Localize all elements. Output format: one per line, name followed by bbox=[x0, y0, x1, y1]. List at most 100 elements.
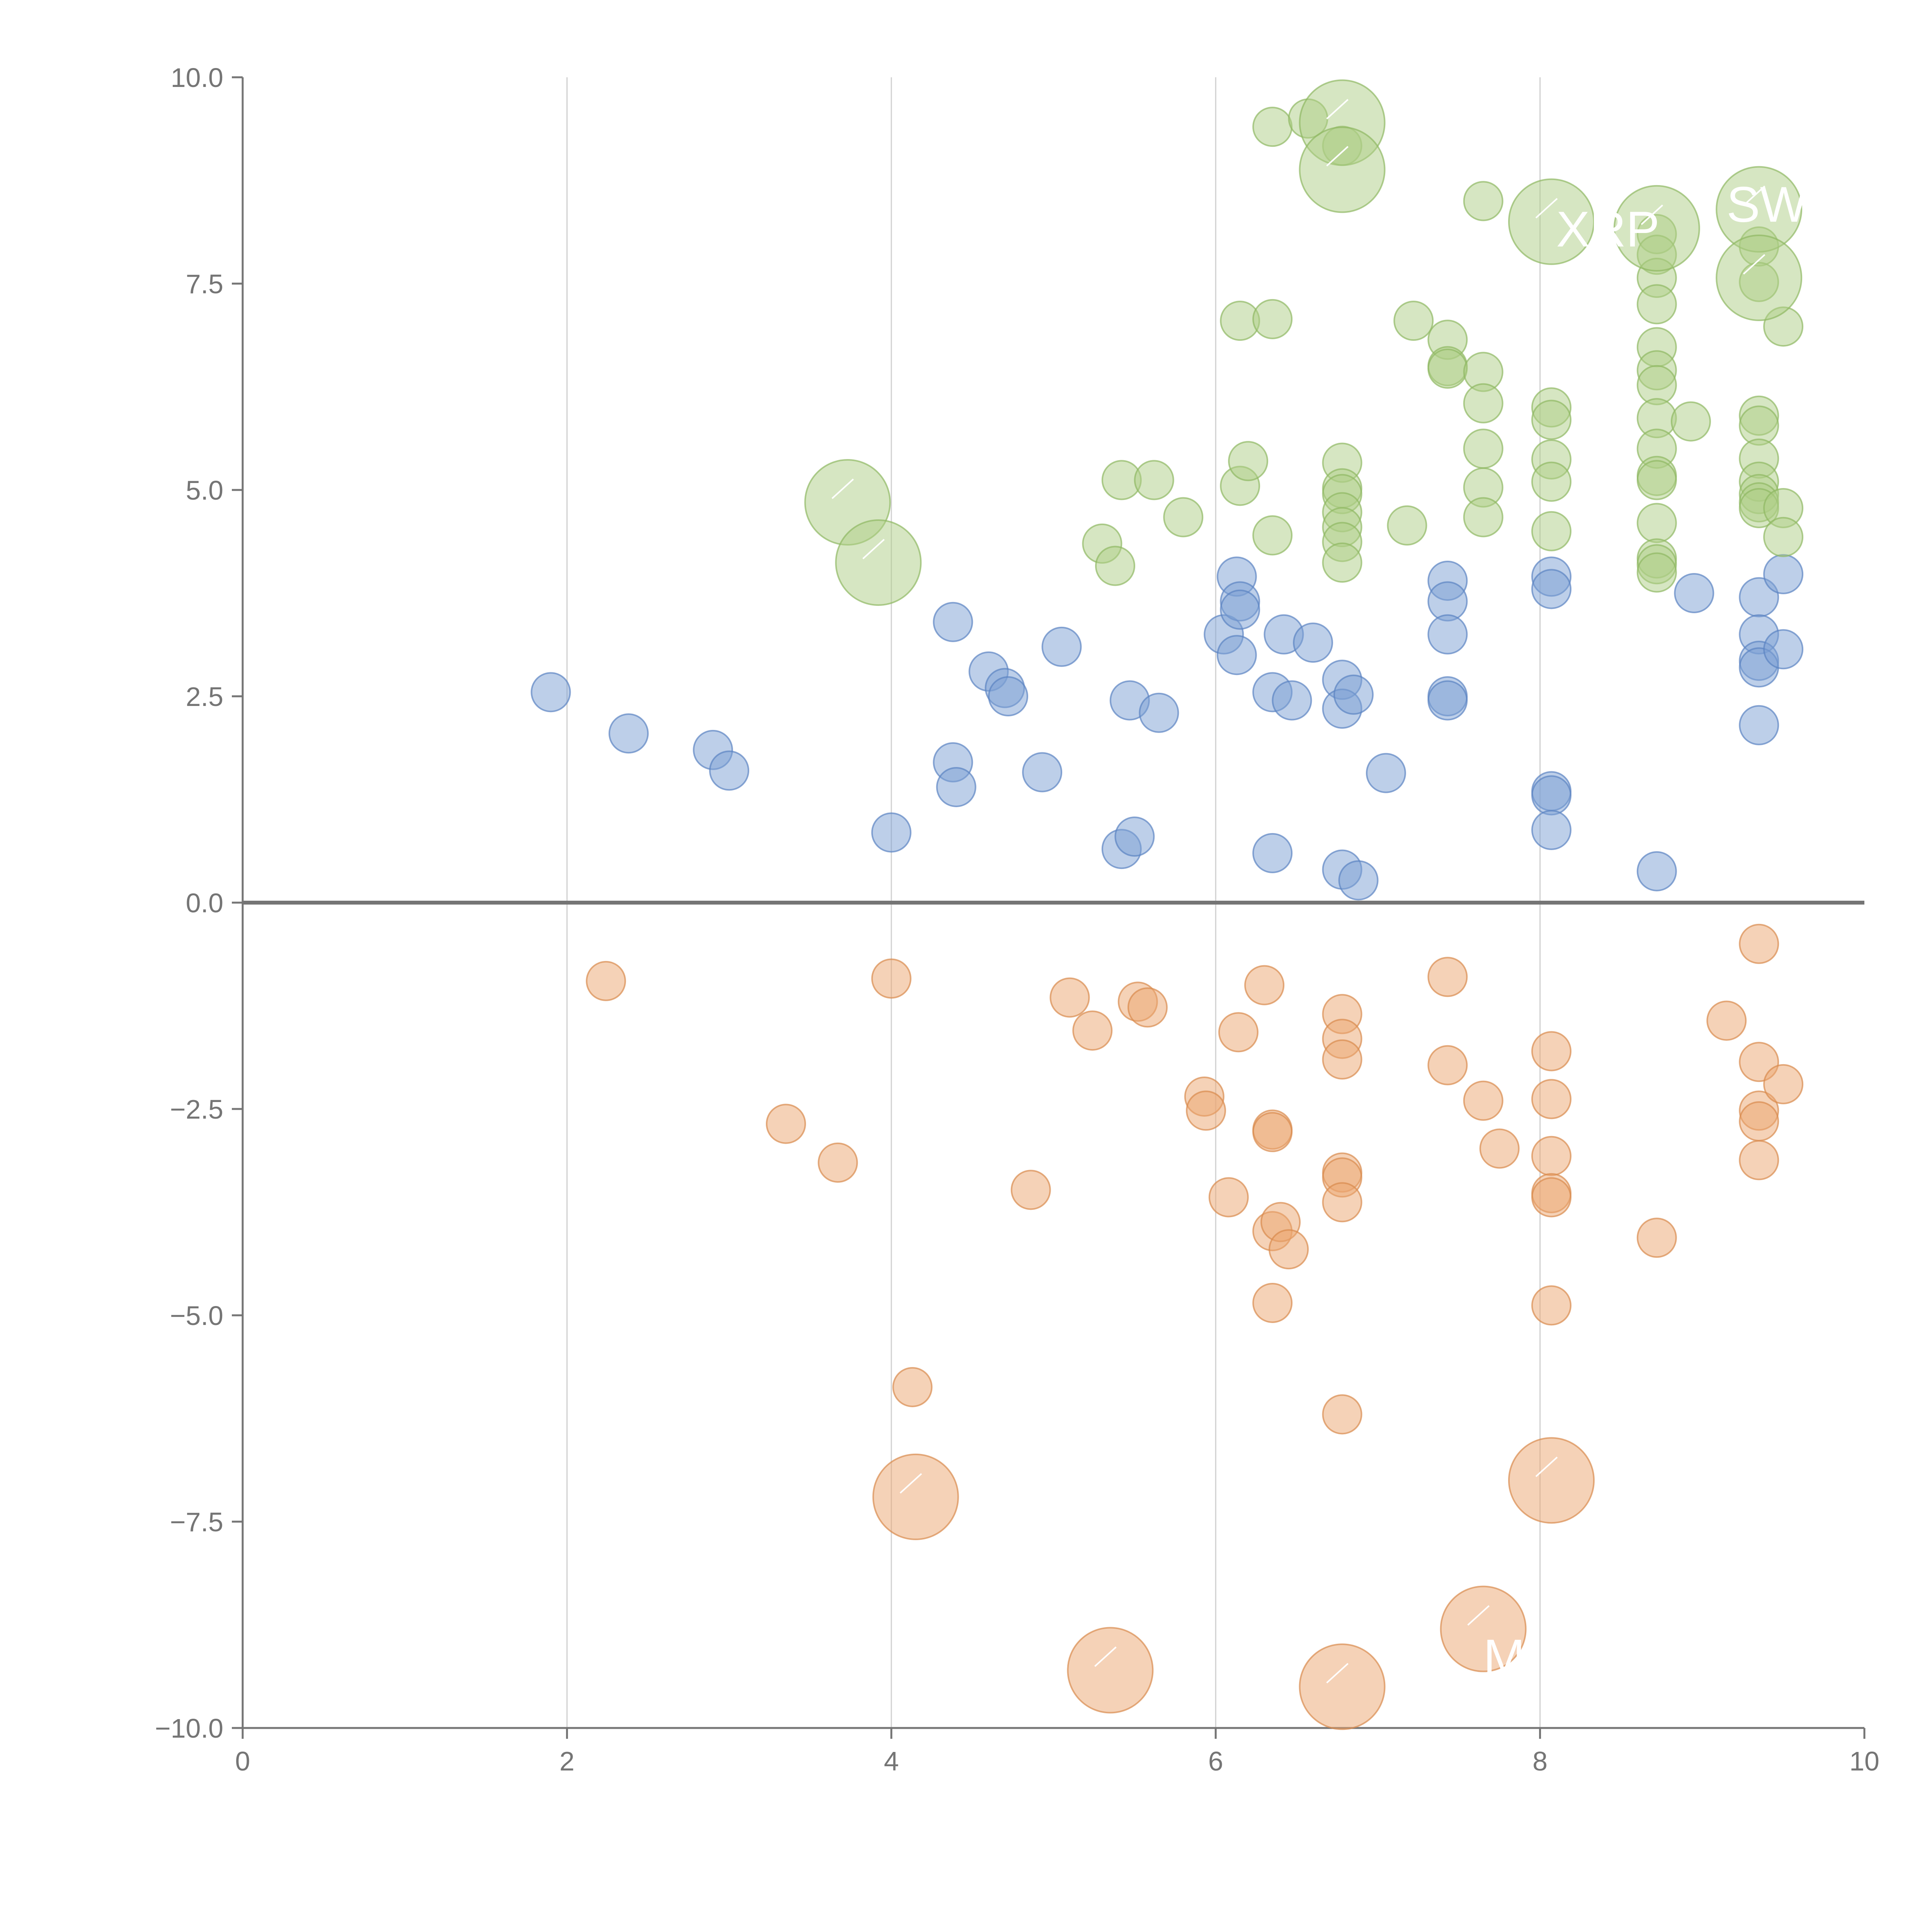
axis-layer: 0 2 4 6 8 10 10.0 7.5 5.0 2.5 0.0 −2.5 −5.0 −7.5 −10.0 bbox=[155, 63, 1879, 1776]
green-point bbox=[1763, 517, 1804, 557]
y-tick-label: 5.0 bbox=[186, 475, 223, 505]
green-point bbox=[1636, 460, 1677, 500]
green-point bbox=[1163, 497, 1204, 537]
green-highlight-point bbox=[1299, 126, 1386, 213]
blue-point bbox=[1531, 569, 1571, 609]
orange-point bbox=[1763, 1064, 1804, 1104]
orange-point bbox=[1427, 1045, 1468, 1085]
y-tick-label: −2.5 bbox=[170, 1094, 223, 1124]
orange-point bbox=[1049, 977, 1090, 1018]
green-point bbox=[1531, 511, 1571, 551]
blue-point bbox=[1674, 573, 1714, 613]
blue-point bbox=[1531, 775, 1571, 816]
orange-point bbox=[871, 958, 912, 999]
x-tick-label: 10 bbox=[1849, 1746, 1879, 1776]
orange-point bbox=[1531, 1031, 1571, 1071]
orange-point bbox=[1531, 1177, 1571, 1218]
leader-line bbox=[1743, 254, 1765, 275]
blue-point bbox=[988, 676, 1028, 716]
orange-point bbox=[1739, 1101, 1779, 1142]
y-tick-label: −7.5 bbox=[170, 1507, 223, 1537]
orange-highlight-point bbox=[872, 1453, 959, 1540]
green-highlight-point bbox=[835, 519, 922, 606]
blue-point bbox=[1220, 589, 1260, 630]
orange-point bbox=[1479, 1128, 1520, 1169]
leader-line bbox=[1535, 1456, 1558, 1477]
x-tick-label: 6 bbox=[1208, 1746, 1223, 1776]
orange-point bbox=[1706, 1000, 1747, 1041]
leader-line bbox=[1326, 1663, 1349, 1684]
blue-point bbox=[531, 672, 571, 713]
orange-point bbox=[1427, 957, 1468, 997]
blue-point bbox=[1333, 674, 1374, 715]
orange-point bbox=[818, 1142, 858, 1183]
leader-line bbox=[1467, 1605, 1490, 1626]
annotation-label: XRP bbox=[1556, 201, 1660, 257]
y-tick-label: 0.0 bbox=[186, 888, 223, 918]
annotation-label: M bbox=[1483, 1629, 1525, 1685]
orange-point bbox=[1531, 1285, 1571, 1326]
orange-point bbox=[1186, 1090, 1226, 1131]
green-highlight-point bbox=[1508, 178, 1595, 265]
blue-point bbox=[1293, 622, 1333, 663]
green-point bbox=[1531, 461, 1571, 502]
orange-point bbox=[586, 961, 626, 1001]
y-tick-label: −5.0 bbox=[170, 1301, 223, 1331]
blue-point bbox=[1427, 680, 1468, 721]
blue-point bbox=[1252, 833, 1293, 873]
orange-highlight-point bbox=[1299, 1643, 1386, 1730]
green-point bbox=[1531, 400, 1571, 440]
green-point bbox=[1252, 515, 1293, 556]
orange-point bbox=[892, 1367, 933, 1407]
orange-highlight-point bbox=[1508, 1437, 1595, 1524]
blue-point bbox=[1531, 810, 1571, 850]
orange-point bbox=[1531, 1136, 1571, 1176]
orange-point bbox=[765, 1104, 806, 1144]
green-point bbox=[1636, 552, 1677, 593]
orange-point bbox=[1322, 1182, 1362, 1223]
green-point bbox=[1636, 503, 1677, 543]
orange-point bbox=[1322, 1039, 1362, 1080]
blue-point bbox=[1114, 816, 1155, 857]
orange-point bbox=[1072, 1010, 1113, 1051]
orange-point bbox=[1252, 1112, 1293, 1152]
blue-point bbox=[933, 602, 973, 642]
blue-point bbox=[871, 812, 912, 853]
blue-point bbox=[1272, 680, 1312, 721]
orange-point bbox=[1463, 1080, 1503, 1121]
leader-line bbox=[862, 539, 885, 560]
leader-line bbox=[1743, 185, 1765, 206]
orange-point bbox=[1636, 1218, 1677, 1258]
green-point bbox=[1670, 401, 1711, 442]
leader-line bbox=[1326, 146, 1349, 167]
x-tick-label: 8 bbox=[1532, 1746, 1548, 1776]
blue-point bbox=[1041, 626, 1082, 667]
leader-line bbox=[1641, 204, 1663, 225]
green-point bbox=[1427, 349, 1468, 389]
orange-highlight-point bbox=[1440, 1585, 1527, 1672]
green-point bbox=[1095, 546, 1135, 586]
green-point bbox=[1322, 542, 1362, 583]
annotation-label: SW bbox=[1726, 176, 1808, 233]
blue-point bbox=[608, 713, 649, 754]
green-point bbox=[1463, 383, 1503, 423]
x-tick-label: 0 bbox=[235, 1746, 250, 1776]
points-layer bbox=[531, 98, 1804, 1435]
blue-point bbox=[709, 750, 750, 791]
green-highlight-point bbox=[1716, 235, 1803, 321]
y-tick-label: −10.0 bbox=[155, 1713, 223, 1743]
blue-point bbox=[1216, 635, 1257, 675]
blue-point bbox=[1427, 614, 1468, 655]
green-point bbox=[1463, 497, 1503, 537]
blue-point bbox=[1636, 851, 1677, 891]
blue-point bbox=[1022, 752, 1063, 793]
orange-point bbox=[1218, 1012, 1259, 1053]
orange-point bbox=[1322, 1394, 1362, 1435]
green-point bbox=[1252, 107, 1293, 147]
y-tick-label: 10.0 bbox=[171, 63, 223, 93]
green-point bbox=[1134, 460, 1174, 500]
x-tick-label: 4 bbox=[884, 1746, 899, 1776]
orange-point bbox=[1010, 1170, 1051, 1210]
highlight-layer bbox=[804, 79, 1803, 1730]
